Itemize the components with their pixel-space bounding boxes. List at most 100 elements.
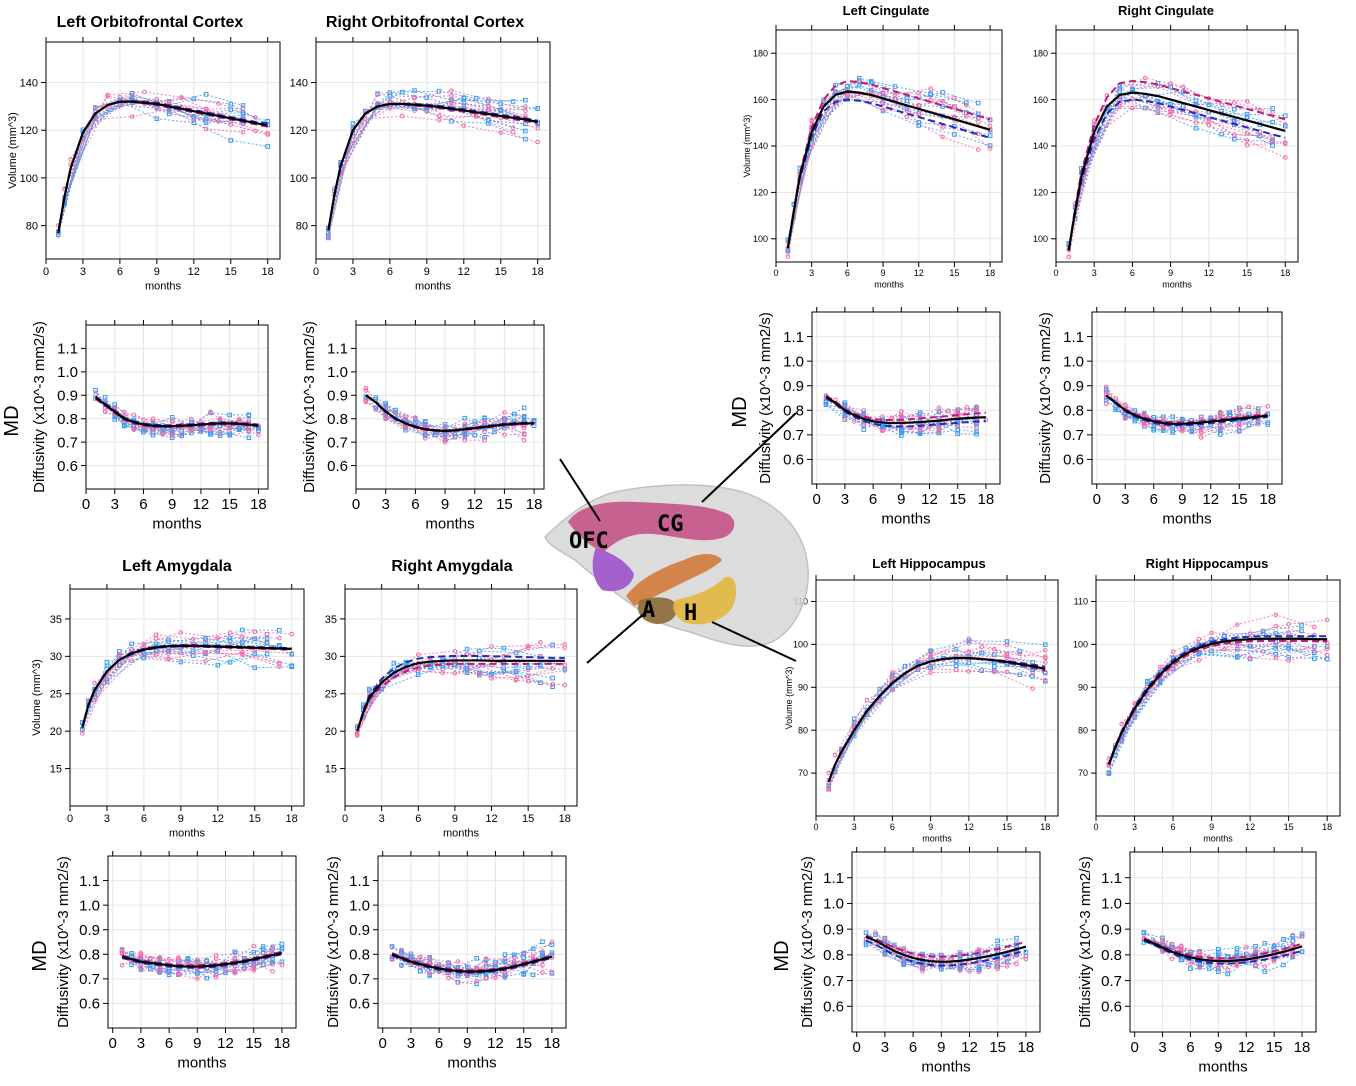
male-fit-line bbox=[356, 654, 565, 732]
vol-left-cingulate-panel: 0 3 6 9 12 15 18 100 120 140 160 180 months Volume (m… bbox=[742, 3, 1003, 290]
subject-point bbox=[1030, 674, 1035, 679]
subject-point bbox=[452, 648, 458, 654]
subject-point bbox=[129, 658, 134, 663]
subject-trajectory bbox=[1068, 86, 1286, 245]
overall-fit-line bbox=[1067, 91, 1286, 251]
x-tick-label: 0 bbox=[1093, 491, 1101, 508]
y-tick-label: 160 bbox=[1033, 95, 1048, 105]
subject-point bbox=[1217, 415, 1223, 420]
subject-point bbox=[550, 681, 555, 687]
subject-point bbox=[191, 120, 197, 126]
y-tick-label: 0.7 bbox=[823, 973, 844, 990]
subject-point bbox=[1030, 686, 1035, 691]
subject-point bbox=[1023, 956, 1029, 962]
subject-trajectory bbox=[1105, 399, 1259, 435]
subject-point bbox=[966, 660, 972, 666]
subject-trajectory bbox=[375, 409, 535, 436]
subject-point bbox=[252, 665, 258, 671]
subject-point bbox=[890, 687, 895, 692]
subject-point bbox=[974, 425, 979, 430]
y-tick-label: 0.8 bbox=[327, 411, 348, 428]
subject-point bbox=[138, 962, 144, 967]
overall-fit-line bbox=[865, 935, 1027, 963]
panel-title: Left Cingulate bbox=[843, 3, 930, 18]
subject-point bbox=[899, 430, 904, 436]
subject-point bbox=[119, 947, 125, 953]
subject-point bbox=[1042, 647, 1048, 653]
subject-point bbox=[1014, 935, 1019, 941]
subject-point bbox=[246, 418, 252, 423]
subject-point bbox=[1236, 407, 1242, 413]
subject-point bbox=[427, 971, 433, 976]
x-axis-label: months bbox=[881, 511, 930, 528]
subject-point bbox=[1219, 102, 1224, 108]
female-fit-line bbox=[356, 662, 565, 732]
x-tick-label: 9 bbox=[463, 1035, 471, 1052]
subject-point bbox=[482, 429, 487, 435]
subject-point bbox=[917, 427, 923, 433]
subject-trajectory bbox=[1068, 89, 1286, 244]
y-tick-label: 0.6 bbox=[79, 996, 100, 1013]
subject-point bbox=[208, 432, 213, 437]
subject-point bbox=[483, 964, 489, 970]
overall-fit-line bbox=[786, 90, 991, 249]
subject-point bbox=[169, 418, 175, 424]
subject-point bbox=[1119, 721, 1124, 727]
x-tick-label: 15 bbox=[515, 1035, 532, 1052]
x-tick-label: 18 bbox=[1040, 822, 1050, 832]
x-tick-label: 6 bbox=[415, 813, 421, 825]
md-left-ofc-panel: 0 3 6 9 12 15 18 0.6 0.7 0.8 0.9 1.0 1.1 months Diffus… bbox=[1, 320, 269, 533]
subject-point bbox=[1141, 423, 1147, 429]
subject-trajectory bbox=[131, 948, 282, 973]
subject-point bbox=[1004, 639, 1010, 644]
subject-point bbox=[1169, 956, 1175, 962]
subject-point bbox=[525, 673, 531, 679]
subject-point bbox=[1244, 114, 1250, 120]
subject-point bbox=[102, 409, 108, 414]
subject-point bbox=[868, 89, 874, 95]
x-tick-label: 12 bbox=[217, 1035, 234, 1052]
subject-point bbox=[1017, 649, 1023, 654]
subject-point bbox=[179, 95, 184, 101]
subject-trajectory bbox=[1162, 946, 1293, 966]
subject-point bbox=[383, 401, 388, 406]
subject-point bbox=[928, 91, 933, 96]
y-tick-label: 0.6 bbox=[349, 996, 370, 1013]
x-tick-label: 6 bbox=[909, 1039, 917, 1056]
subject-point bbox=[851, 722, 857, 728]
subject-trajectory bbox=[334, 90, 514, 192]
female-fit-line bbox=[1143, 937, 1303, 960]
subject-point bbox=[166, 656, 171, 662]
subject-point bbox=[215, 635, 221, 641]
subject-point bbox=[880, 428, 885, 434]
y-axis-label: Diffusivity (x10^-3 mm2/s) bbox=[1037, 312, 1054, 484]
brain-label-ofc: OFC bbox=[569, 529, 609, 554]
vol-right-cingulate-panel: 0 3 6 9 12 15 18 100 120 140 160 180 months Right Cin… bbox=[1033, 3, 1299, 290]
subject-point bbox=[240, 105, 246, 111]
subject-trajectory bbox=[356, 643, 565, 735]
y-tick-label: 120 bbox=[753, 188, 768, 198]
subject-point bbox=[1247, 643, 1253, 649]
subject-point bbox=[265, 144, 270, 149]
y-tick-label: 0.9 bbox=[1063, 378, 1084, 395]
subject-point bbox=[1217, 409, 1223, 415]
subject-point bbox=[868, 79, 874, 84]
subject-trajectory bbox=[140, 961, 273, 974]
subject-point bbox=[493, 975, 498, 981]
subject-point bbox=[251, 961, 256, 967]
subject-point bbox=[232, 970, 238, 976]
subject-trajectory bbox=[1152, 939, 1303, 971]
subject-point bbox=[422, 419, 428, 424]
subject-point bbox=[1206, 102, 1212, 107]
y-tick-label: 15 bbox=[50, 763, 62, 775]
subject-point bbox=[1122, 402, 1128, 407]
subject-point bbox=[131, 412, 137, 418]
subject-trajectory bbox=[1081, 99, 1273, 184]
x-tick-label: 3 bbox=[350, 266, 356, 278]
subject-trajectory bbox=[362, 641, 541, 708]
x-tick-label: 18 bbox=[286, 813, 298, 825]
subject-point bbox=[1216, 952, 1221, 958]
x-tick-label: 0 bbox=[813, 491, 821, 508]
x-tick-label: 15 bbox=[989, 1039, 1006, 1056]
